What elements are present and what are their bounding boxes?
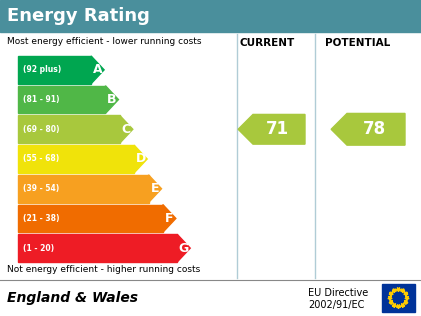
Bar <box>0 0 421 32</box>
Text: D: D <box>136 153 146 166</box>
Polygon shape <box>331 113 405 145</box>
Polygon shape <box>238 114 305 144</box>
Polygon shape <box>120 115 133 143</box>
Text: (69 - 80): (69 - 80) <box>23 125 59 134</box>
Text: A: A <box>93 63 102 76</box>
Text: E: E <box>151 182 159 195</box>
Text: CURRENT: CURRENT <box>240 38 295 48</box>
Polygon shape <box>401 289 405 293</box>
Polygon shape <box>105 86 118 113</box>
Text: Not energy efficient - higher running costs: Not energy efficient - higher running co… <box>7 265 200 275</box>
Text: (55 - 68): (55 - 68) <box>23 155 59 163</box>
Polygon shape <box>397 288 401 292</box>
Text: 71: 71 <box>266 120 289 138</box>
Text: F: F <box>165 212 173 225</box>
Text: (1 - 20): (1 - 20) <box>23 244 54 253</box>
Polygon shape <box>392 289 396 293</box>
Polygon shape <box>397 305 401 309</box>
Polygon shape <box>404 292 408 296</box>
Polygon shape <box>392 304 396 307</box>
Bar <box>18 56 91 84</box>
Text: G: G <box>179 242 189 255</box>
Polygon shape <box>401 304 405 307</box>
Polygon shape <box>134 145 147 173</box>
Text: England & Wales: England & Wales <box>7 291 138 305</box>
Bar <box>18 234 177 262</box>
Polygon shape <box>177 234 190 262</box>
Bar <box>382 284 415 312</box>
Text: Energy Rating: Energy Rating <box>7 7 150 25</box>
Text: 2002/91/EC: 2002/91/EC <box>308 300 364 310</box>
Polygon shape <box>388 296 392 300</box>
Polygon shape <box>405 296 409 300</box>
Text: EU Directive: EU Directive <box>308 288 368 298</box>
Text: POTENTIAL: POTENTIAL <box>325 38 391 48</box>
Polygon shape <box>163 204 176 232</box>
Bar <box>18 204 163 232</box>
Polygon shape <box>149 175 162 203</box>
Text: C: C <box>122 123 131 136</box>
Bar <box>18 175 149 203</box>
Bar <box>18 145 134 173</box>
Polygon shape <box>389 292 393 296</box>
Text: B: B <box>107 93 117 106</box>
Polygon shape <box>404 301 408 304</box>
Bar <box>0 280 421 316</box>
Text: (81 - 91): (81 - 91) <box>23 95 59 104</box>
Bar <box>18 115 120 143</box>
Text: (92 plus): (92 plus) <box>23 65 61 74</box>
Text: 78: 78 <box>363 120 386 138</box>
Text: (39 - 54): (39 - 54) <box>23 184 59 193</box>
Polygon shape <box>389 301 393 304</box>
Text: (21 - 38): (21 - 38) <box>23 214 59 223</box>
Text: Most energy efficient - lower running costs: Most energy efficient - lower running co… <box>7 38 202 46</box>
Bar <box>18 86 105 113</box>
Polygon shape <box>91 56 104 84</box>
